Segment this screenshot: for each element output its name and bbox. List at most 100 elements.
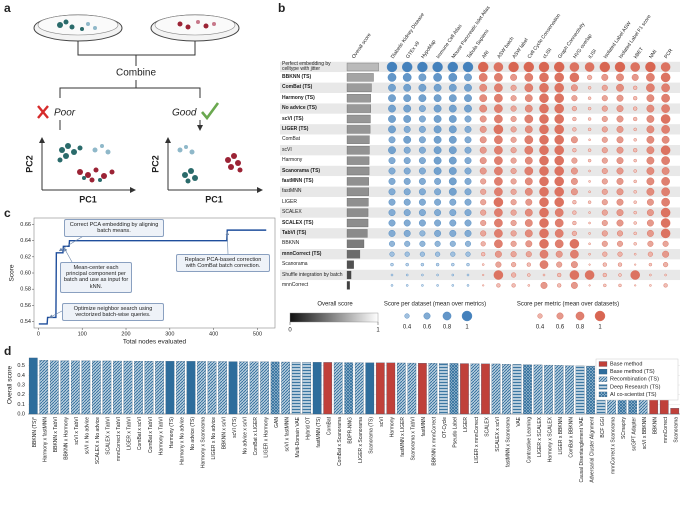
score-dot bbox=[510, 240, 517, 247]
row-name: Harmony bbox=[282, 155, 344, 165]
score-dot bbox=[539, 155, 549, 166]
score-dot bbox=[448, 156, 457, 165]
score-dot bbox=[480, 219, 487, 226]
row-name: scVI (TS) bbox=[282, 114, 344, 124]
score-dot bbox=[588, 263, 591, 266]
x-tick-label: mnnCorrect bbox=[663, 416, 669, 443]
legend-dot bbox=[575, 311, 585, 321]
score-dot bbox=[660, 114, 671, 124]
score-dot bbox=[660, 72, 671, 83]
score-dot bbox=[510, 167, 517, 174]
score-dot bbox=[402, 73, 412, 82]
score-dot bbox=[449, 209, 457, 217]
score-dot bbox=[510, 95, 517, 102]
score-dot bbox=[525, 240, 533, 248]
score-dot bbox=[524, 94, 533, 103]
annotation-arrow bbox=[64, 247, 73, 263]
score-dot bbox=[634, 263, 637, 266]
bar bbox=[554, 365, 564, 415]
legend-dot-label: 0.4 bbox=[403, 325, 412, 331]
x-tick-label: Harmony x fastMNN bbox=[43, 417, 49, 462]
score-dot bbox=[647, 251, 653, 257]
bar bbox=[81, 360, 91, 415]
score-dot bbox=[388, 146, 396, 155]
bar bbox=[470, 363, 480, 415]
score-dot bbox=[524, 229, 533, 238]
score-dot bbox=[481, 252, 486, 257]
score-dot bbox=[662, 250, 670, 258]
axis-label: PC2 bbox=[24, 155, 34, 173]
overall-bar bbox=[346, 114, 371, 124]
x-tick-label: LIGER x Harmony bbox=[263, 417, 269, 458]
x-tick-label: LIGER x BBKNN bbox=[558, 417, 564, 455]
bar bbox=[544, 364, 553, 415]
score-dot bbox=[510, 126, 517, 133]
score-dot bbox=[433, 167, 442, 175]
score-dot bbox=[494, 187, 503, 197]
legend-dot-label: 1 bbox=[465, 325, 469, 331]
cross-icon bbox=[37, 105, 49, 119]
score-dot bbox=[418, 157, 426, 165]
score-dot bbox=[449, 240, 456, 247]
score-dot bbox=[646, 94, 655, 103]
score-dot bbox=[587, 74, 593, 80]
bar bbox=[228, 361, 238, 415]
x-tick-label: BBKNN (TS)* bbox=[32, 417, 38, 447]
bar bbox=[197, 361, 206, 415]
score-dot bbox=[464, 177, 472, 185]
score-dot bbox=[616, 167, 624, 175]
score-dot bbox=[663, 283, 668, 288]
score-dot bbox=[494, 83, 503, 93]
score-dot bbox=[448, 125, 457, 134]
bar bbox=[260, 361, 269, 415]
legend-dot bbox=[537, 313, 543, 319]
score-dot bbox=[602, 251, 608, 257]
score-dot bbox=[539, 72, 549, 83]
overall-bar bbox=[346, 83, 372, 92]
score-dot bbox=[448, 73, 458, 82]
score-dot bbox=[403, 219, 411, 227]
score-dot bbox=[464, 219, 472, 227]
score-dot bbox=[448, 94, 457, 103]
row-name: LIGER (TS) bbox=[282, 124, 344, 134]
score-dot bbox=[633, 179, 637, 184]
score-dot bbox=[570, 167, 578, 175]
row-name-text: BBKNN bbox=[282, 240, 300, 247]
score-dot bbox=[432, 61, 443, 73]
bar bbox=[207, 361, 217, 415]
score-dot bbox=[404, 240, 411, 247]
score-dot bbox=[646, 83, 655, 93]
score-dot bbox=[466, 262, 470, 267]
score-dot bbox=[588, 221, 591, 225]
score-dot bbox=[493, 124, 504, 135]
y-tick-label: 0.64 bbox=[20, 238, 31, 244]
x-tick-label: Harmony x SCALEX bbox=[547, 416, 553, 462]
legend-dot bbox=[594, 310, 606, 322]
score-dot bbox=[539, 239, 549, 249]
legend-dot-label: 0.8 bbox=[576, 325, 585, 331]
score-dot bbox=[554, 155, 564, 166]
score-dot bbox=[633, 127, 637, 132]
legend-label: Recombination (TS) bbox=[610, 377, 659, 383]
score-dot bbox=[601, 95, 608, 102]
score-dot bbox=[663, 262, 669, 268]
score-dot bbox=[511, 272, 517, 278]
score-dot bbox=[646, 229, 654, 237]
score-dot bbox=[464, 125, 472, 133]
score-dot bbox=[569, 62, 580, 72]
score-dot bbox=[510, 251, 517, 258]
bar bbox=[386, 362, 396, 415]
score-dot bbox=[539, 124, 549, 135]
score-dot bbox=[633, 190, 637, 194]
legend-label: Base method (TS) bbox=[610, 369, 655, 375]
score-dot bbox=[570, 249, 579, 259]
score-dot bbox=[434, 209, 442, 217]
score-dot bbox=[388, 229, 396, 237]
score-dot bbox=[633, 158, 637, 163]
score-dot bbox=[554, 145, 564, 155]
score-dot bbox=[633, 96, 638, 101]
score-dot bbox=[587, 200, 592, 204]
row-name: Harmony (TS) bbox=[282, 93, 344, 103]
x-tick-label: BBKNN x Harmony bbox=[64, 417, 70, 460]
bar bbox=[249, 361, 259, 415]
